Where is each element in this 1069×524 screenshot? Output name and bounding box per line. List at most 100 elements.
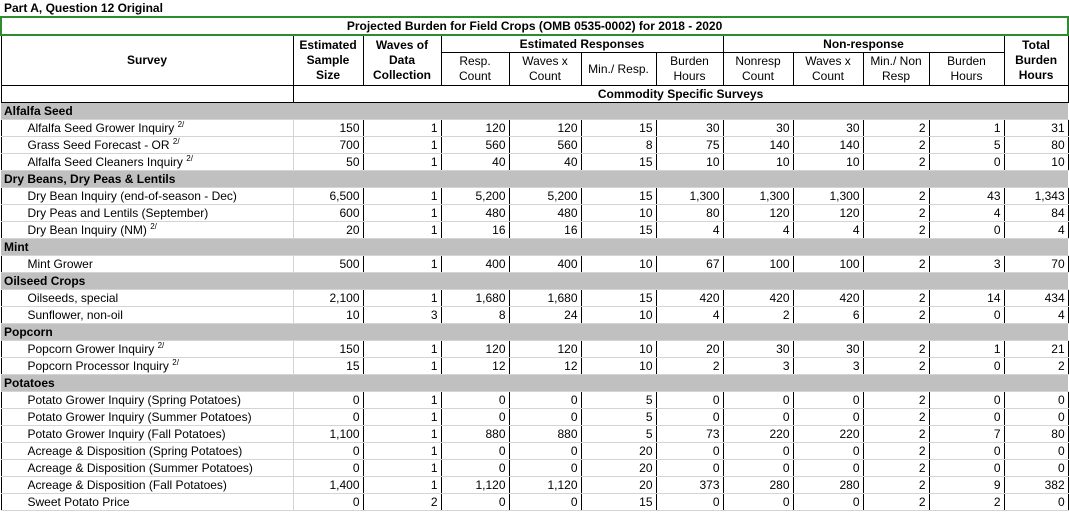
section-cell: Commodity Specific Surveys <box>292 85 1069 103</box>
column-header: Total <box>1022 38 1050 52</box>
value-cell: 30 <box>655 119 724 137</box>
value-cell: 16 <box>440 221 510 239</box>
data-row: Grass Seed Forecast - OR 2/700 1 560 560 8 75… <box>0 136 1069 154</box>
value-cell: 10 <box>1003 153 1069 171</box>
value-cell: 4 <box>928 204 1005 222</box>
value: 84 <box>1051 206 1065 220</box>
value-cell: 31 <box>1003 119 1069 137</box>
value-cell: 20 <box>580 476 657 494</box>
column-header: Survey <box>126 53 168 67</box>
column-header: Burden <box>670 54 709 68</box>
survey-cell: Alfalfa Seed Grower Inquiry 2/ <box>0 119 294 137</box>
value: 0 <box>852 495 860 509</box>
column-header: Waves x <box>522 54 568 68</box>
survey-name: Popcorn Grower Inquiry <box>27 342 155 356</box>
value: 400 <box>557 257 578 271</box>
value: 0 <box>993 410 1001 424</box>
value: 0 <box>712 495 720 509</box>
value-cell: 0 <box>292 391 364 409</box>
value: 5 <box>645 393 653 407</box>
value-cell: 5 <box>580 408 657 426</box>
value-cell: 15 <box>580 187 657 205</box>
value-cell: 2 <box>862 340 930 358</box>
value-cell: 880 <box>508 425 582 443</box>
value-cell: 5 <box>928 136 1005 154</box>
value-cell: 382 <box>1003 476 1069 494</box>
value: 20 <box>639 461 653 475</box>
survey-name: Potato Grower Inquiry (Spring Potatoes) <box>27 393 241 407</box>
value: 2 <box>782 308 790 322</box>
value: 2 <box>712 359 720 373</box>
value: 560 <box>557 138 578 152</box>
value-cell: 30 <box>792 340 864 358</box>
value: 0 <box>782 495 790 509</box>
survey-cell: Potato Grower Inquiry (Fall Potatoes) <box>0 425 294 443</box>
value-cell: 1 <box>362 221 442 239</box>
value-cell: 3 <box>928 255 1005 273</box>
value-cell: 0 <box>1003 459 1069 477</box>
footnote: 2/ <box>172 137 180 146</box>
value: 2 <box>918 342 926 356</box>
column-header: Size <box>315 68 340 82</box>
header-cell: Survey <box>0 34 294 86</box>
value: 4 <box>782 223 790 237</box>
survey-cell: Alfalfa Seed Cleaners Inquiry 2/ <box>0 153 294 171</box>
value-cell: 1,300 <box>722 187 794 205</box>
survey-name: Mint Grower <box>27 257 93 271</box>
value-cell: 140 <box>792 136 864 154</box>
value: 0 <box>993 223 1001 237</box>
value-cell: 80 <box>655 204 724 222</box>
group-cell: Potatoes <box>1 374 1069 392</box>
value-cell: 480 <box>508 204 582 222</box>
value-cell: 2 <box>862 357 930 375</box>
survey-cell: Sweet Potato Price <box>0 493 294 511</box>
value: 0 <box>1057 444 1065 458</box>
value-cell: 0 <box>792 391 864 409</box>
survey-cell: Acreage & Disposition (Fall Potatoes) <box>0 476 294 494</box>
value-cell: 15 <box>292 357 364 375</box>
value: 0 <box>712 444 720 458</box>
value-cell: 1 <box>362 119 442 137</box>
group-cell: Alfalfa Seed <box>1 102 1069 120</box>
group-row: Potatoes <box>1 374 1069 392</box>
value-cell: 12 <box>440 357 510 375</box>
value: 0 <box>782 444 790 458</box>
data-row: Alfalfa Seed Cleaners Inquiry 2/50 1 40 40 1… <box>0 153 1069 171</box>
value-cell: 1,680 <box>508 289 582 307</box>
value: 1 <box>430 138 438 152</box>
value: 1 <box>430 206 438 220</box>
value-cell: 12 <box>508 357 582 375</box>
column-header: Count <box>528 69 562 83</box>
value: 4 <box>1057 223 1065 237</box>
survey-name: Alfalfa Seed Cleaners Inquiry <box>27 155 183 169</box>
group-header: Non-response <box>823 36 904 51</box>
value: 1,300 <box>689 189 720 203</box>
value: 1,100 <box>329 427 360 441</box>
value-cell: 50 <box>292 153 364 171</box>
value: 1 <box>430 189 438 203</box>
value-cell: 15 <box>580 289 657 307</box>
value: 1 <box>430 223 438 237</box>
value: 20 <box>346 223 360 237</box>
survey-name: Dry Bean Inquiry (end-of-season - Dec) <box>27 189 237 203</box>
column-header: Sample <box>306 53 350 67</box>
value: 0 <box>1057 495 1065 509</box>
value-cell: 10 <box>580 204 657 222</box>
value-cell: 15 <box>580 119 657 137</box>
value-cell: 0 <box>1003 391 1069 409</box>
value: 6,500 <box>329 189 360 203</box>
value: 880 <box>557 427 578 441</box>
value-cell: 2 <box>862 493 930 511</box>
value: 140 <box>769 138 790 152</box>
value-cell: 100 <box>792 255 864 273</box>
data-row: Dry Bean Inquiry (end-of-season - Dec) 6,… <box>0 187 1069 205</box>
value: 1 <box>430 427 438 441</box>
value: 15 <box>639 495 653 509</box>
blank-cell <box>0 85 294 103</box>
value: 0 <box>712 393 720 407</box>
value: 420 <box>839 291 860 305</box>
value-cell: 420 <box>792 289 864 307</box>
value-cell: 80 <box>1003 136 1069 154</box>
value: 0 <box>993 461 1001 475</box>
value-cell: 1,120 <box>508 476 582 494</box>
